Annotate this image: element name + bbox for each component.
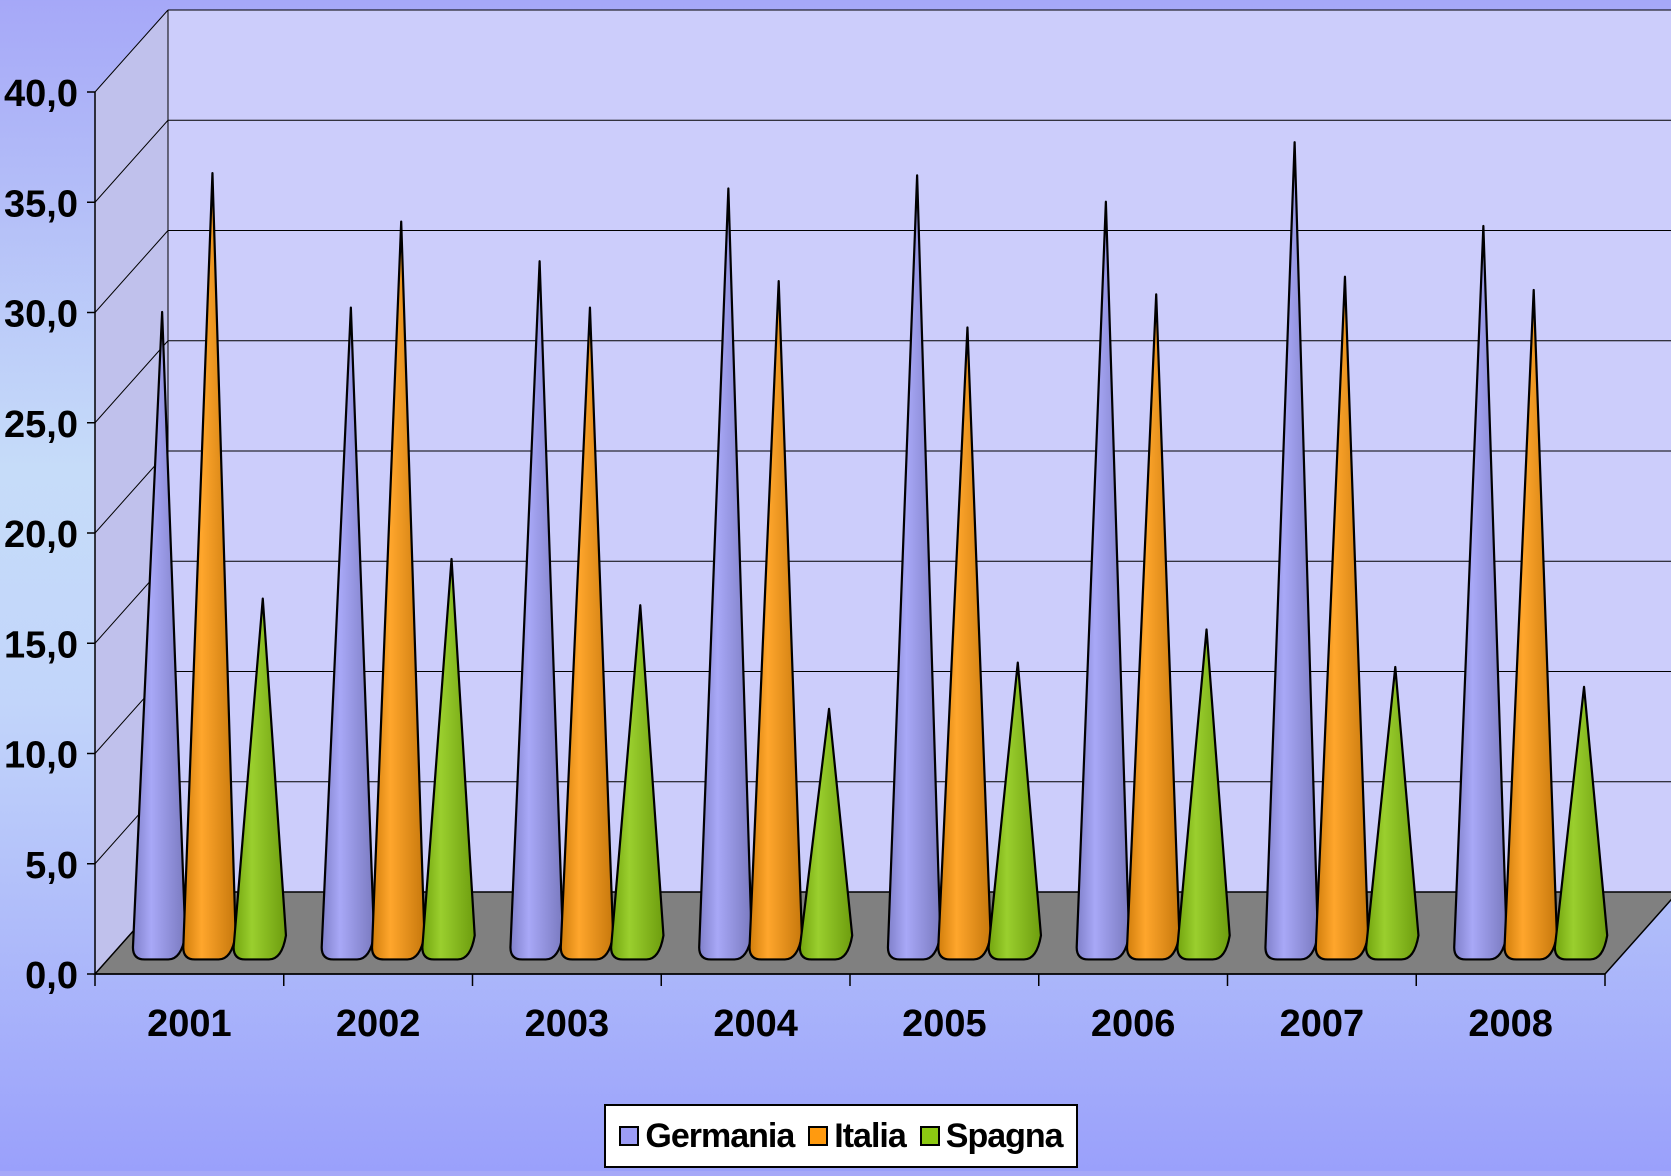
data-cones [131, 141, 1609, 961]
legend-label-italia: Italia [834, 1116, 906, 1155]
legend-swatch-italia [808, 1126, 829, 1146]
gridline-diagonal [94, 9, 169, 93]
x-tick-label: 2007 [1280, 1003, 1365, 1045]
legend-item-italia: Italia [808, 1116, 907, 1156]
cone-spagna-2003 [610, 604, 665, 961]
legend-label-spagna: Spagna [945, 1116, 1064, 1155]
y-tick-label: 5,0 [25, 845, 78, 887]
x-tick-label: 2004 [713, 1003, 798, 1045]
cone-spagna-2006 [1176, 628, 1231, 961]
legend: Germania Italia Spagna [604, 1104, 1078, 1168]
legend-label-germania: Germania [645, 1116, 795, 1155]
axes: 0,0 5,0 10,0 15,0 20,0 25,0 30,0 35,0 40,0 2001 20… [4, 73, 1606, 1045]
legend-item-spagna: Spagna [919, 1116, 1064, 1156]
y-tick-label: 25,0 [4, 404, 78, 446]
x-tick-label: 2008 [1468, 1003, 1553, 1045]
x-tick-label: 2006 [1091, 1003, 1176, 1045]
y-tick-label: 30,0 [4, 294, 78, 336]
y-tick-label: 15,0 [4, 624, 78, 666]
y-tick-label: 20,0 [4, 514, 78, 556]
cone-spagna-2001 [232, 597, 288, 961]
y-tick-label: 35,0 [4, 183, 78, 225]
cone-spagna-2004 [798, 707, 854, 961]
cone-spagna-2005 [987, 661, 1043, 961]
y-tick-label: 40,0 [4, 73, 78, 115]
x-tick-label: 2001 [147, 1003, 232, 1045]
gridline-diagonal [94, 340, 169, 424]
y-tick-label: 10,0 [4, 735, 78, 777]
gridline-diagonal [94, 230, 169, 313]
gridline-diagonal [94, 119, 169, 203]
x-tick-label: 2005 [902, 1003, 987, 1045]
legend-swatch-spagna [919, 1126, 940, 1146]
cone-spagna-2007 [1365, 665, 1420, 961]
x-tick-label: 2003 [525, 1003, 610, 1045]
legend-item-germania: Germania [619, 1116, 795, 1156]
y-tick-label: 0,0 [25, 955, 78, 997]
cone-spagna-2008 [1553, 685, 1609, 961]
x-tick-label: 2002 [336, 1003, 421, 1045]
cone-spagna-2002 [421, 557, 476, 961]
legend-swatch-germania [619, 1126, 640, 1146]
